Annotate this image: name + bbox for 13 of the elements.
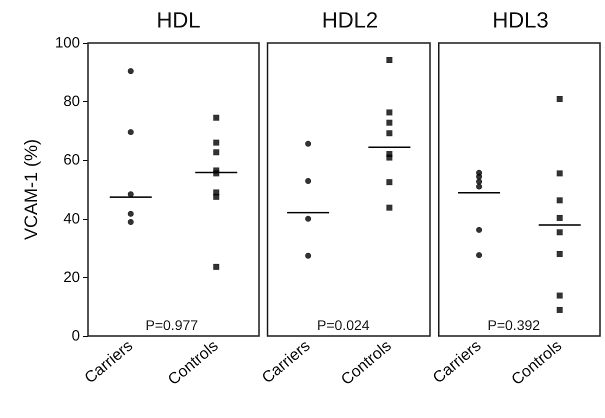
y-tick-label: 20	[63, 268, 80, 286]
chart-title: HDL3	[492, 8, 549, 32]
chart-title: HDL	[156, 8, 201, 32]
annotation: P=0.392	[488, 317, 540, 333]
y-axis-title: VCAM-1 (%)	[21, 138, 41, 240]
annotation: P=0.977	[146, 317, 198, 333]
chart-title: HDL2	[322, 8, 378, 32]
y-tick-label: 100	[54, 34, 80, 52]
annotation: P=0.024	[317, 317, 370, 333]
y-tick-label: 80	[63, 93, 80, 110]
y-tick-label: 40	[63, 210, 80, 228]
y-tick-label: 60	[63, 152, 80, 169]
y-tick-label: 0	[72, 328, 80, 344]
